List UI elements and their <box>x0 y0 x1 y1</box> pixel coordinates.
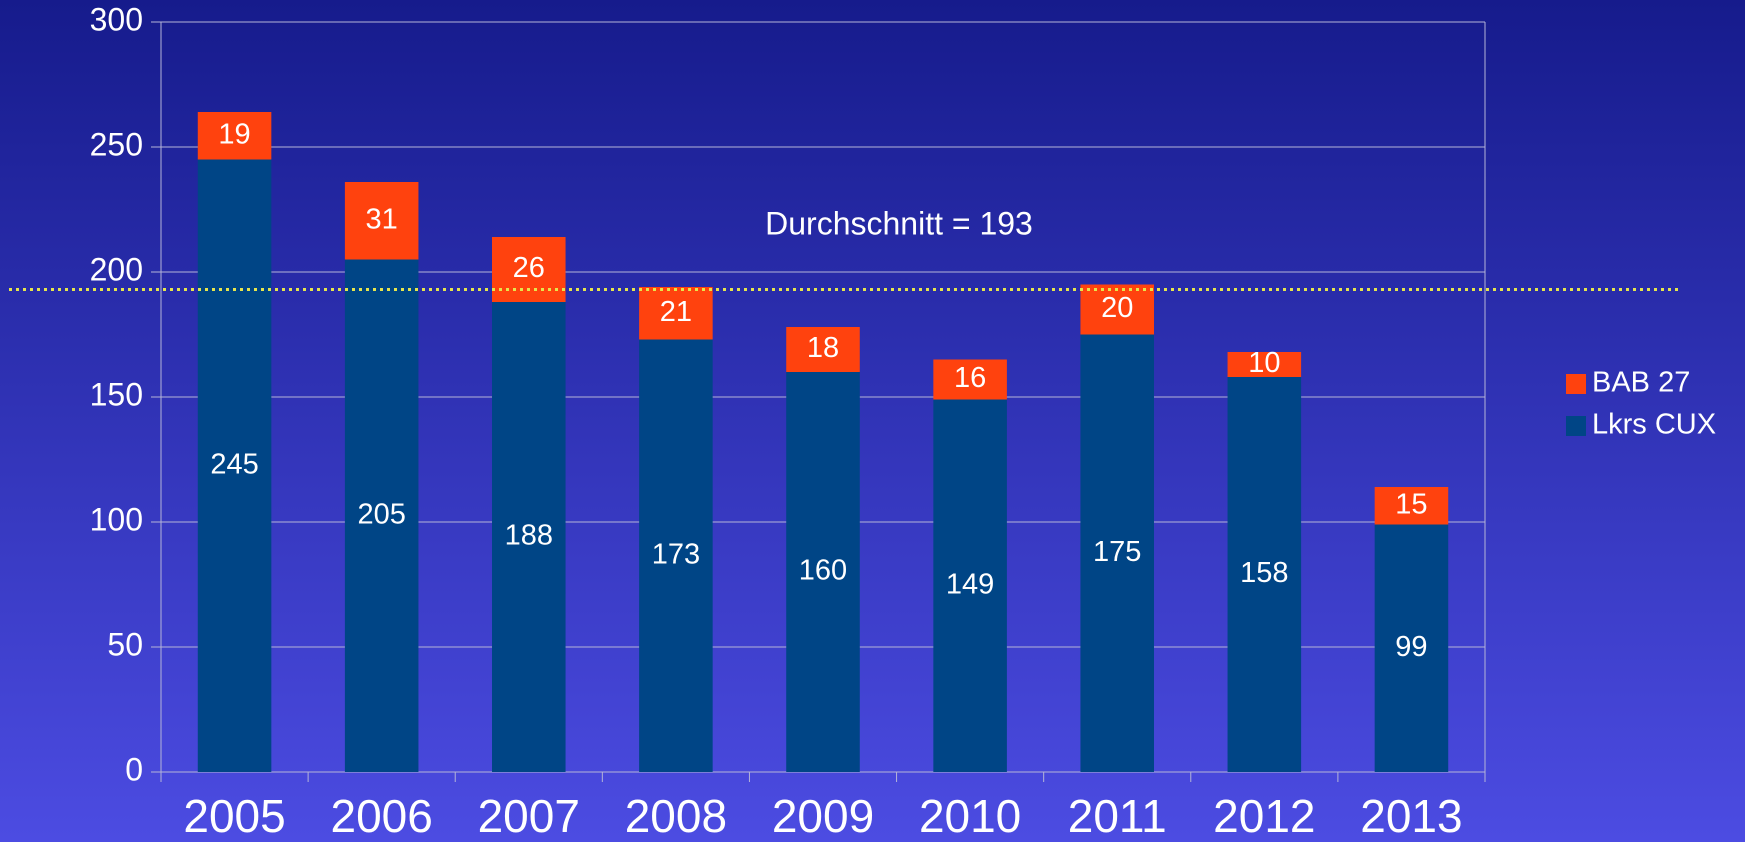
data-label: 31 <box>366 203 398 235</box>
bar-segment <box>639 339 713 772</box>
bar-segment <box>786 327 860 372</box>
x-tick-label: 2008 <box>625 790 727 842</box>
y-tick-label: 50 <box>107 626 143 662</box>
y-tick-label: 0 <box>125 751 143 787</box>
x-tick-label: 2007 <box>478 790 580 842</box>
y-tick-label: 100 <box>90 501 143 537</box>
x-tick-label: 2011 <box>1068 790 1167 842</box>
x-tick-label: 2006 <box>330 790 432 842</box>
data-label: 16 <box>954 362 986 394</box>
x-tick-label: 2012 <box>1213 790 1315 842</box>
bar-segment <box>1227 377 1302 772</box>
x-tick-label: 2005 <box>183 790 285 842</box>
bar-segment <box>1374 524 1449 772</box>
bar-segment <box>344 259 419 772</box>
data-label: 205 <box>357 498 405 530</box>
x-tick-label: 2009 <box>772 790 874 842</box>
data-label: 188 <box>505 520 553 552</box>
bar-segment <box>1080 284 1154 335</box>
bar-segment <box>933 359 1007 400</box>
bar-segment <box>492 302 566 772</box>
annotation: Durchschnitt = 193 <box>765 205 1033 241</box>
bar-segment <box>197 159 272 772</box>
legend-label: Lkrs CUX <box>1592 409 1716 441</box>
bar-segment <box>933 399 1007 772</box>
data-label: 175 <box>1093 536 1141 568</box>
legend-swatch <box>1566 416 1586 436</box>
data-label: 158 <box>1240 557 1288 589</box>
data-label: 19 <box>218 118 250 150</box>
y-tick-label: 250 <box>90 126 143 162</box>
bar-segment <box>1227 352 1302 377</box>
data-label: 15 <box>1395 488 1427 520</box>
bar-segment <box>197 112 272 160</box>
data-label: 18 <box>807 332 839 364</box>
bar-segment <box>1080 334 1154 772</box>
data-label: 26 <box>513 252 545 284</box>
y-tick-label: 200 <box>90 251 143 287</box>
bar-segment <box>492 237 566 302</box>
y-tick-label: 150 <box>90 376 143 412</box>
bar-segment <box>344 182 419 260</box>
data-label: 21 <box>660 296 692 328</box>
x-tick-label: 2013 <box>1360 790 1462 842</box>
data-label: 160 <box>799 555 847 587</box>
bar-segment <box>786 372 860 772</box>
data-label: 99 <box>1395 631 1427 663</box>
data-label: 20 <box>1101 292 1133 324</box>
legend-swatch <box>1566 374 1586 394</box>
data-label: 173 <box>652 538 700 570</box>
data-label: 245 <box>210 448 258 480</box>
x-tick-label: 2010 <box>919 790 1021 842</box>
data-label: 10 <box>1248 347 1280 379</box>
data-label: 149 <box>946 568 994 600</box>
y-tick-label: 300 <box>90 1 143 37</box>
bar-segment <box>639 287 713 340</box>
bar-segment <box>1374 487 1449 525</box>
legend-label: BAB 27 <box>1592 367 1690 399</box>
